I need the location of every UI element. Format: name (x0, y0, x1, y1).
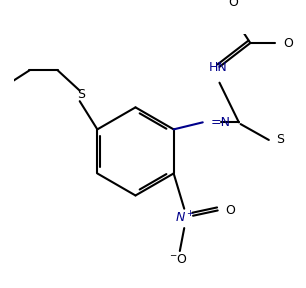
Text: $^{-}$O: $^{-}$O (169, 253, 188, 266)
Text: $N^+$: $N^+$ (175, 210, 195, 225)
Text: =N: =N (211, 116, 231, 129)
Text: HN: HN (208, 61, 227, 74)
Text: S: S (276, 133, 284, 147)
Text: O: O (283, 37, 293, 50)
Text: O: O (228, 0, 238, 9)
Text: S: S (77, 88, 85, 101)
Text: O: O (225, 204, 235, 217)
